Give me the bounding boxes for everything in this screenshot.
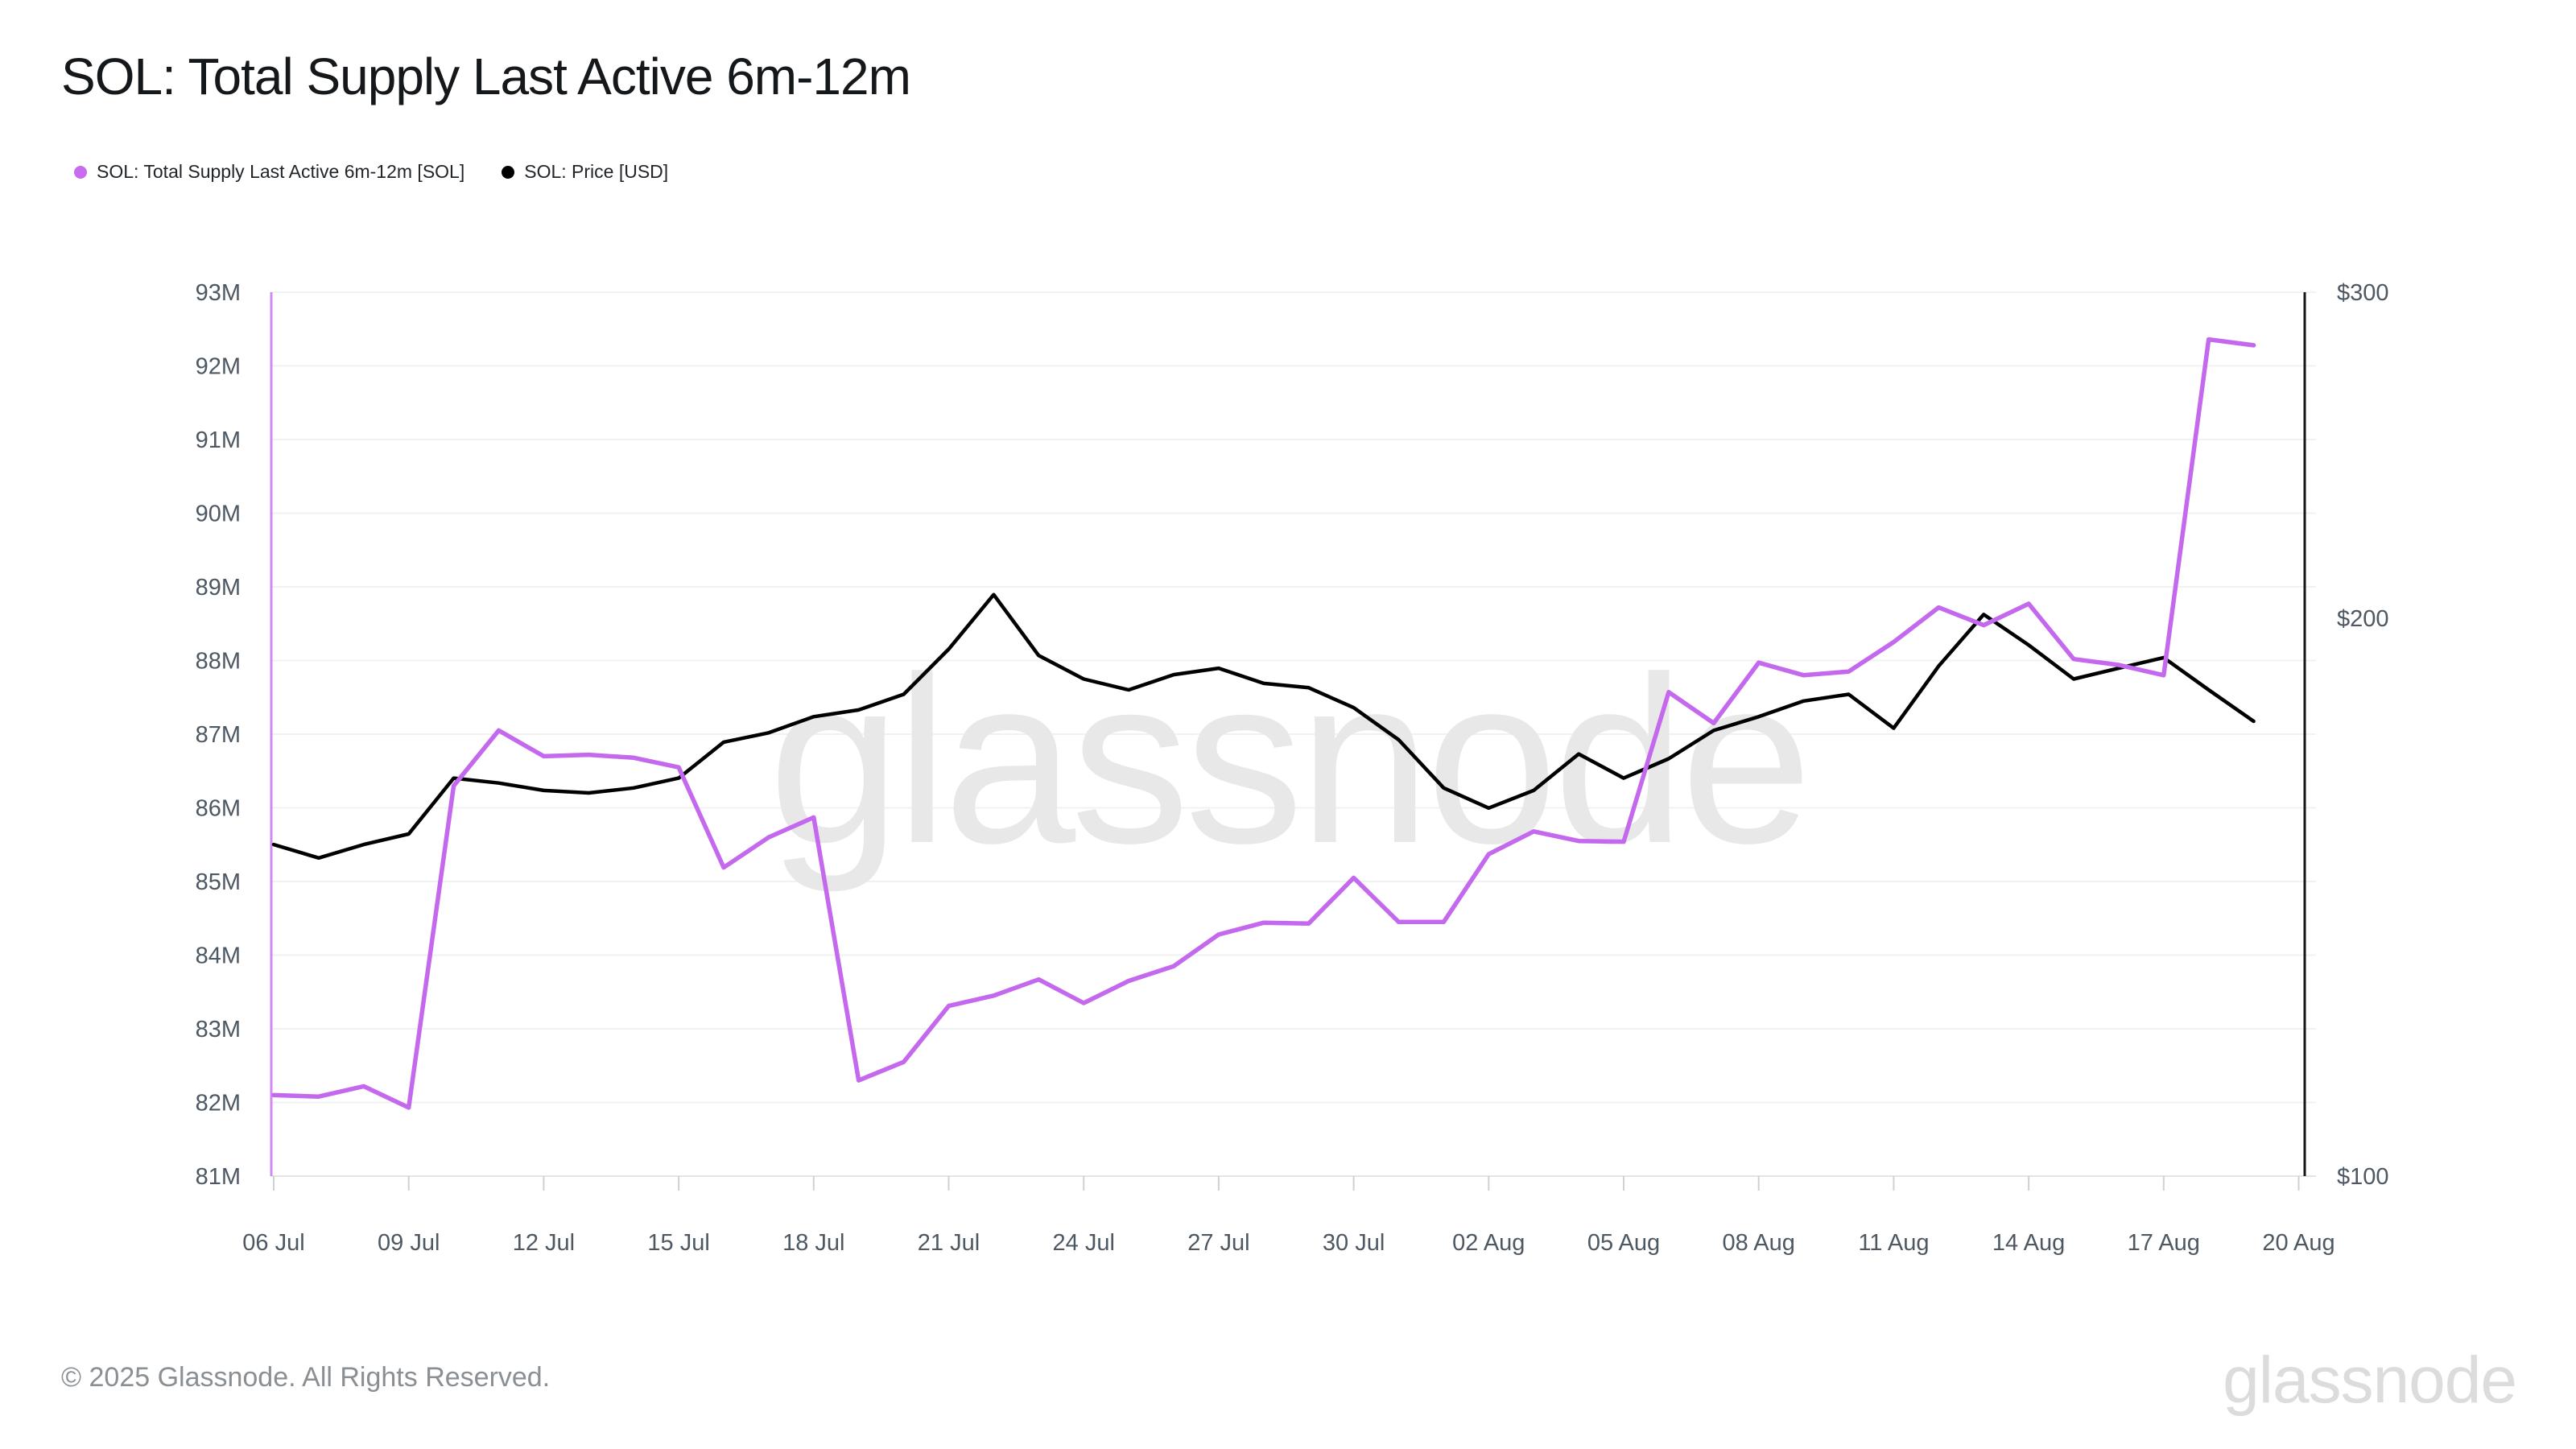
x-tick-label: 17 Aug — [2128, 1230, 2200, 1256]
right-y-tick-label: $200 — [2337, 606, 2389, 632]
copyright-notice: © 2025 Glassnode. All Rights Reserved. — [61, 1362, 551, 1393]
x-tick-label: 15 Jul — [647, 1230, 709, 1256]
legend-item-label: SOL: Price [USD] — [524, 161, 669, 182]
right-y-tick-label: $300 — [2337, 280, 2389, 306]
x-tick-label: 27 Jul — [1187, 1230, 1249, 1256]
left-y-tick-label: 82M — [196, 1091, 241, 1117]
x-tick-label: 08 Aug — [1723, 1230, 1795, 1256]
x-tick-label: 14 Aug — [1992, 1230, 2065, 1256]
price-series-line — [271, 592, 2256, 861]
x-tick-label: 02 Aug — [1452, 1230, 1525, 1256]
left-y-tick-label: 92M — [196, 354, 241, 380]
right-y-tick-label: $100 — [2337, 1164, 2389, 1190]
legend: SOL: Total Supply Last Active 6m-12m [SO… — [74, 161, 705, 183]
x-tick-label: 06 Jul — [242, 1230, 304, 1256]
left-y-tick-label: 81M — [196, 1164, 241, 1190]
x-tick-label: 12 Jul — [513, 1230, 575, 1256]
glassnode-watermark: glassnode — [769, 627, 1808, 894]
supply-series-line — [271, 336, 2256, 1110]
left-y-tick-label: 86M — [196, 796, 241, 822]
x-tick-label: 30 Jul — [1323, 1230, 1385, 1256]
supply-series-dot-icon — [74, 165, 87, 179]
left-y-tick-label: 88M — [196, 649, 241, 675]
legend-item-price[interactable]: SOL: Price [USD] — [502, 161, 668, 183]
left-y-tick-label: 89M — [196, 575, 241, 601]
left-y-tick-label: 93M — [196, 280, 241, 306]
x-tick-label: 05 Aug — [1587, 1230, 1660, 1256]
chart-title: SOL: Total Supply Last Active 6m-12m — [61, 47, 911, 105]
left-y-tick-label: 83M — [196, 1017, 241, 1042]
price-series-dot-icon — [502, 165, 515, 179]
legend-item-supply[interactable]: SOL: Total Supply Last Active 6m-12m [SO… — [74, 161, 464, 183]
x-tick-label: 11 Aug — [1858, 1230, 1929, 1256]
x-tick-label: 24 Jul — [1053, 1230, 1115, 1256]
left-y-tick-label: 91M — [196, 427, 241, 453]
x-tick-label: 09 Jul — [378, 1230, 440, 1256]
legend-item-label: SOL: Total Supply Last Active 6m-12m [SO… — [97, 161, 465, 182]
x-tick-label: 20 Aug — [2262, 1230, 2334, 1256]
left-y-tick-label: 87M — [196, 722, 241, 748]
left-y-tick-label: 84M — [196, 943, 241, 969]
glassnode-corner-watermark: glassnode — [2223, 1344, 2516, 1417]
x-tick-label: 21 Jul — [918, 1230, 980, 1256]
left-y-tick-label: 85M — [196, 869, 241, 895]
left-y-tick-label: 90M — [196, 502, 241, 527]
x-tick-label: 18 Jul — [782, 1230, 844, 1256]
